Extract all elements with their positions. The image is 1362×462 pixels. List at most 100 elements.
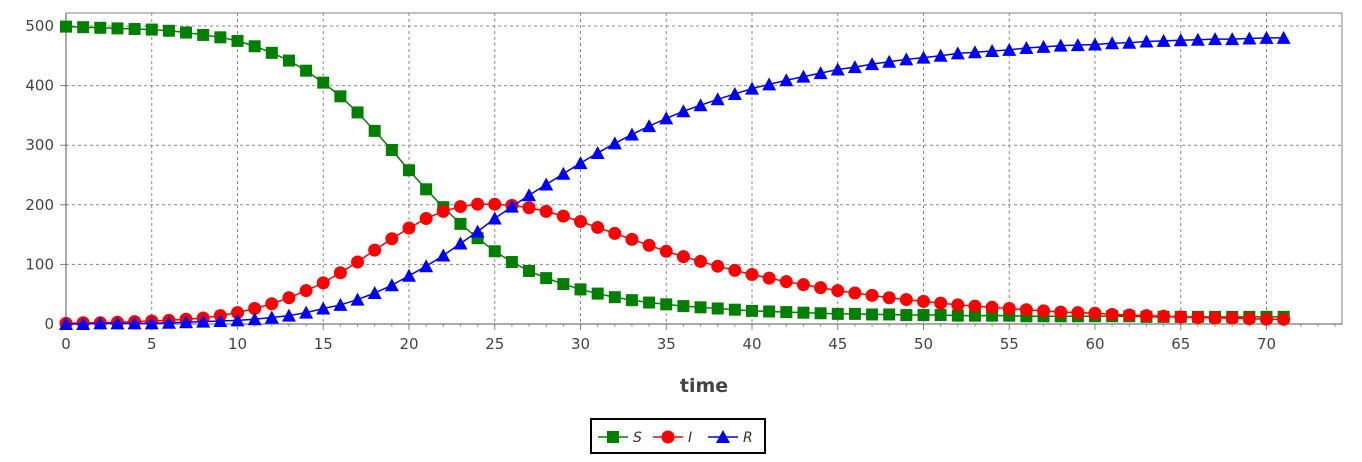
x-tick-label: 65 [1171,335,1190,353]
data-point-i [745,268,759,282]
data-point-r [419,259,434,273]
data-point-s [300,64,313,77]
data-point-r [350,292,365,306]
data-point-r [196,314,211,328]
data-point-r [882,54,897,68]
data-point-r [607,136,622,150]
data-point-s [60,20,72,33]
plot-area [65,12,1343,325]
data-point-r [247,312,262,326]
legend-marker-i [661,430,675,444]
data-point-r [161,315,176,329]
data-point-s [574,283,587,296]
data-point-s [780,306,793,319]
data-point-i [762,271,776,285]
data-point-i [265,297,279,311]
data-point-r [573,156,588,170]
data-point-r [1019,41,1034,55]
data-point-i [625,232,639,246]
data-point-r [93,316,108,330]
data-point-r [487,211,502,225]
data-point-r [1276,30,1291,44]
data-point-r [693,98,708,112]
data-point-i [436,204,450,218]
data-point-r [230,313,245,327]
data-point-i [1191,310,1205,324]
data-point-i [574,214,587,228]
data-point-r [950,46,965,60]
data-point-r [436,248,451,262]
data-point-r [676,104,691,118]
data-point-r [1156,33,1171,47]
data-point-r [1208,32,1223,46]
data-point-i [1105,307,1119,321]
data-point-s [385,143,398,156]
data-point-r [470,224,485,238]
data-point-r [1070,38,1085,52]
axes: 0 5 10 15 20 25 30 35 40 45 50 55 60 65 70 0 100 200 300 40… [25,13,1342,353]
data-point-s [145,23,158,36]
data-point-r [1242,31,1257,45]
data-point-s [94,21,107,34]
data-point-r [727,86,742,100]
legend-item-r: R [708,430,753,446]
y-tick-label: 0 [44,315,54,333]
data-point-s [677,300,690,313]
data-point-r [1088,37,1102,51]
data-point-r [642,119,657,133]
data-point-r [264,310,279,324]
data-point-r [1105,36,1120,50]
data-point-i [1019,303,1033,317]
legend-marker-s [607,431,619,443]
data-point-i [1277,312,1291,326]
data-point-i [385,232,399,246]
data-point-i [351,255,365,269]
data-point-s [128,22,141,35]
x-tick-label: 50 [914,335,933,353]
data-point-r [710,92,725,106]
x-tick-label: 5 [147,335,157,353]
data-point-r [402,268,416,282]
data-point-r [179,315,194,329]
data-point-i [676,250,690,264]
data-point-r [1173,33,1188,47]
data-point-i [728,263,742,277]
legend-marker-r [716,430,730,443]
data-point-r [384,278,399,292]
data-point-s [351,106,364,119]
legend-item-i: I [653,430,692,446]
x-tick-label: 45 [828,335,847,353]
data-point-r [1190,32,1205,46]
data-point-i [333,266,347,280]
data-point-s [660,298,673,311]
data-point-i [1225,311,1239,325]
data-point-i [1088,306,1102,320]
data-point-i [522,201,536,215]
data-point-r [933,48,948,62]
data-point-i [1242,312,1256,326]
data-point-r [813,66,828,80]
data-point-s [248,40,261,53]
data-point-r [1036,39,1051,53]
data-point-i [694,254,708,268]
data-point-s [231,34,244,47]
data-point-s [746,304,758,317]
data-point-s [540,272,553,285]
data-point-i [796,278,810,292]
data-point-r [1139,34,1154,48]
data-point-s [763,305,776,318]
data-point-r [779,73,794,87]
data-point-s [454,217,467,230]
data-point-i [1071,306,1085,320]
data-point-i [848,286,862,300]
data-point-s [557,278,570,291]
data-point-r [1002,42,1017,56]
data-point-i [402,221,416,235]
data-point-r [865,57,880,71]
data-point-i [882,291,896,305]
data-point-r [847,60,862,74]
data-point-s [488,245,501,258]
series-r [59,30,1291,330]
data-point-i [1208,311,1222,325]
data-point-i [368,243,382,257]
